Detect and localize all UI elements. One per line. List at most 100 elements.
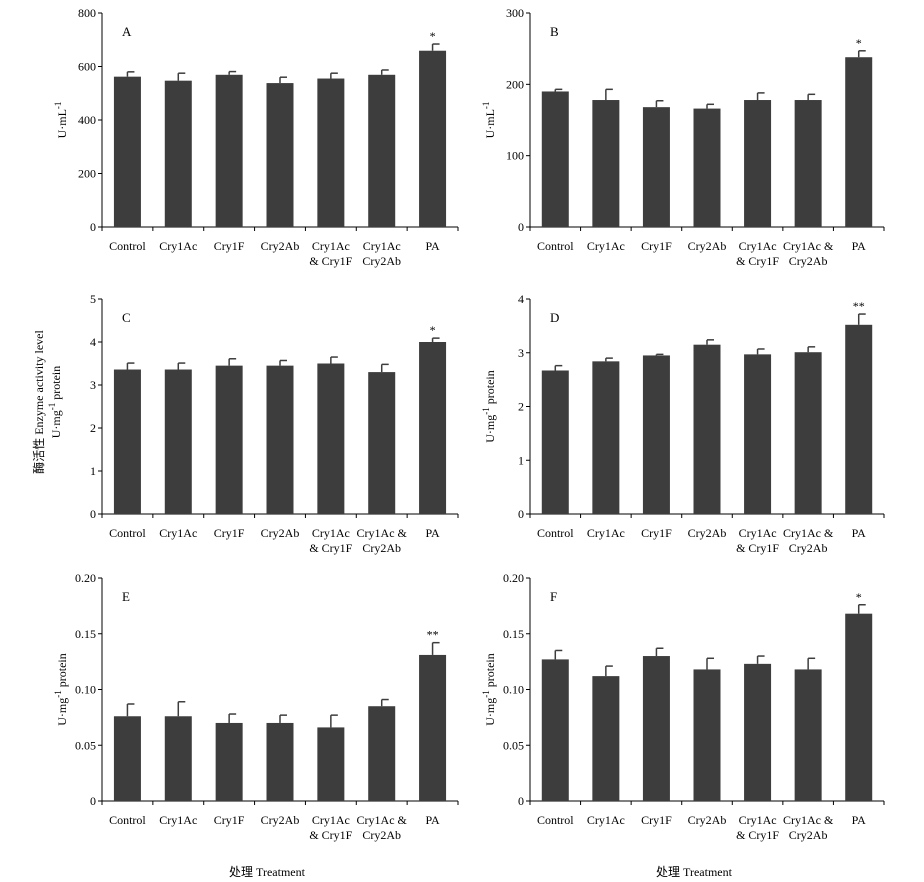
bar bbox=[419, 654, 447, 801]
category-label: Cry1F bbox=[214, 526, 245, 540]
bar bbox=[592, 100, 620, 227]
chart-panel-a: 0 200 400 600 800 A U·mL-1 Control Cry1Ac Cry1F Cr… bbox=[53, 6, 459, 268]
y-tick-label: 0.05 bbox=[75, 738, 96, 752]
significance-marker: ** bbox=[853, 299, 865, 313]
category-label: PA bbox=[852, 239, 867, 253]
bar bbox=[368, 706, 396, 801]
category-label: Control bbox=[109, 813, 146, 827]
category-label: & Cry1F bbox=[736, 541, 779, 555]
y-tick-label: 2 bbox=[518, 400, 524, 414]
category-label: PA bbox=[425, 526, 440, 540]
x-axis-title-right: 处理 Treatment bbox=[656, 865, 733, 879]
bar bbox=[317, 78, 345, 227]
bar bbox=[215, 74, 243, 227]
y-tick-label: 0 bbox=[90, 507, 96, 521]
y-tick-label: 200 bbox=[506, 77, 524, 91]
y-axis-label: U·mg-1 protein bbox=[481, 370, 497, 443]
panel-label-b: B bbox=[550, 24, 559, 39]
bar bbox=[266, 722, 294, 801]
y-tick-label: 0 bbox=[518, 220, 524, 234]
category-label: Cry1Ac bbox=[159, 526, 197, 540]
bar bbox=[317, 727, 345, 801]
y-tick-label: 1 bbox=[518, 453, 524, 467]
category-label: Cry1F bbox=[214, 239, 245, 253]
y-tick-label: 0.10 bbox=[503, 683, 524, 697]
y-tick-label: 200 bbox=[78, 167, 96, 181]
bar bbox=[794, 352, 822, 514]
y-tick-label: 0.15 bbox=[503, 627, 524, 641]
y-tick-label: 0.20 bbox=[503, 571, 524, 585]
y-tick-label: 1 bbox=[90, 464, 96, 478]
category-label: Cry2Ab bbox=[261, 813, 300, 827]
bar bbox=[113, 369, 141, 514]
y-tick-label: 0 bbox=[90, 220, 96, 234]
y-tick-label: 3 bbox=[518, 346, 524, 360]
category-label: Cry1Ac & bbox=[783, 239, 834, 253]
category-label: Cry1Ac bbox=[312, 813, 350, 827]
category-label: Cry2Ab bbox=[688, 239, 727, 253]
y-axis-label: U·mg-1 protein bbox=[53, 653, 69, 726]
chart-panel-e: 0 0.05 0.10 0.15 0.20 E U·mg-1 protein Control C… bbox=[53, 571, 459, 842]
y-tick-label: 800 bbox=[78, 6, 96, 20]
category-label: Cry1Ac bbox=[312, 526, 350, 540]
category-label: PA bbox=[852, 813, 867, 827]
panel-label-d: D bbox=[550, 310, 559, 325]
bar bbox=[693, 108, 721, 227]
category-label: Cry2Ab bbox=[362, 828, 401, 842]
category-label: & Cry1F bbox=[309, 254, 352, 268]
bar bbox=[368, 372, 396, 514]
bar bbox=[266, 365, 294, 514]
bar bbox=[164, 80, 192, 228]
category-label: Cry1Ac bbox=[739, 239, 777, 253]
category-label: Cry1Ac & bbox=[783, 813, 834, 827]
category-label: Cry1F bbox=[641, 813, 672, 827]
significance-marker: ** bbox=[427, 628, 439, 642]
category-label: Control bbox=[537, 526, 574, 540]
category-label: Cry2Ab bbox=[789, 828, 828, 842]
y-axis-label: U·mL-1 bbox=[53, 102, 69, 139]
bar bbox=[845, 324, 873, 514]
y-tick-label: 0.05 bbox=[503, 738, 524, 752]
category-label: Cry1Ac bbox=[159, 813, 197, 827]
bar bbox=[592, 676, 620, 801]
category-label: Control bbox=[537, 239, 574, 253]
significance-marker: * bbox=[430, 323, 436, 337]
bar bbox=[215, 722, 243, 801]
bar bbox=[164, 716, 192, 801]
chart-panel-b: 0 100 200 300 B U·mL-1 Control Cry1Ac Cry1F Cry2A… bbox=[481, 6, 885, 268]
bar bbox=[744, 354, 772, 514]
bar bbox=[744, 663, 772, 801]
bar bbox=[368, 74, 396, 227]
shared-y-label-line1: 酶活性 Enzyme activity level bbox=[31, 330, 46, 474]
category-label: Cry2Ab bbox=[688, 526, 727, 540]
significance-marker: * bbox=[856, 590, 862, 604]
y-tick-label: 3 bbox=[90, 378, 96, 392]
shared-y-label-line2: U·mg-1 protein bbox=[47, 366, 63, 439]
panel-label-f: F bbox=[550, 589, 557, 604]
bar bbox=[215, 365, 243, 514]
significance-marker: * bbox=[856, 36, 862, 50]
category-label: Cry2Ab bbox=[688, 813, 727, 827]
category-label: PA bbox=[852, 526, 867, 540]
category-label: & Cry1F bbox=[736, 254, 779, 268]
panel-label-e: E bbox=[122, 589, 130, 604]
category-label: Cry1Ac & bbox=[783, 526, 834, 540]
category-label: Cry1Ac bbox=[587, 526, 625, 540]
category-label: Cry1Ac bbox=[587, 239, 625, 253]
y-tick-label: 4 bbox=[518, 292, 524, 306]
category-label: Cry1Ac bbox=[312, 239, 350, 253]
y-tick-label: 0 bbox=[518, 794, 524, 808]
bar bbox=[541, 91, 569, 227]
bar bbox=[419, 342, 447, 514]
y-tick-label: 600 bbox=[78, 60, 96, 74]
bar bbox=[794, 669, 822, 801]
bar bbox=[693, 669, 721, 801]
bar bbox=[845, 57, 873, 227]
category-label: Control bbox=[537, 813, 574, 827]
y-tick-label: 5 bbox=[90, 292, 96, 306]
y-tick-label: 100 bbox=[506, 149, 524, 163]
panel-label-a: A bbox=[122, 24, 132, 39]
y-tick-label: 4 bbox=[90, 335, 96, 349]
category-label: Cry1F bbox=[641, 526, 672, 540]
